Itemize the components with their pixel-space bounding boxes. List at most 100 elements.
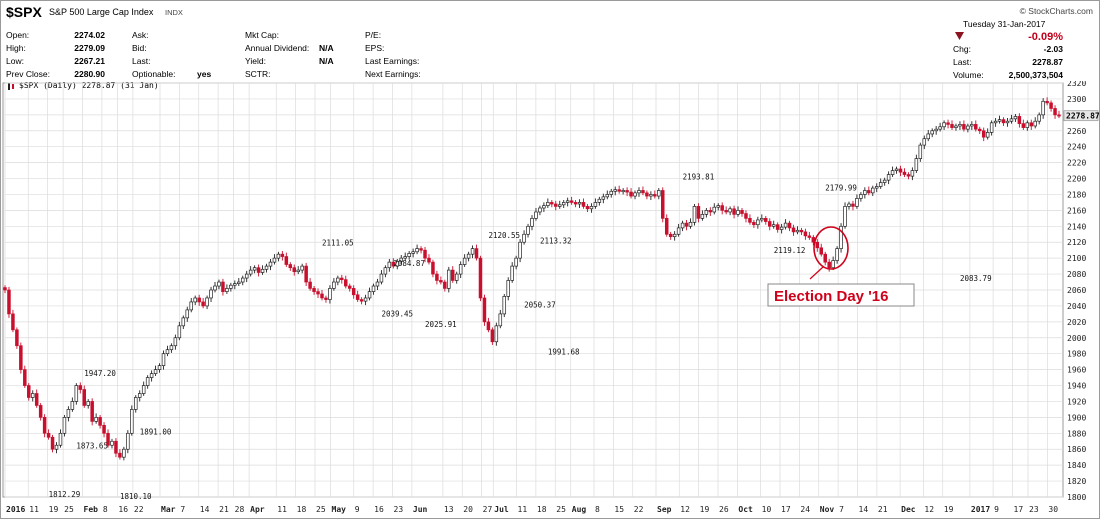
candle-body: [478, 257, 483, 299]
open-label: Open:: [6, 30, 30, 40]
candle-body: [997, 119, 1002, 122]
price-annotation: 1991.68: [548, 347, 580, 356]
y-tick-label: 1940: [1067, 382, 1086, 391]
price-annotation: 2119.12: [774, 246, 806, 255]
candle-body: [482, 297, 487, 323]
candle-body: [252, 267, 257, 271]
x-tick-label: 7: [180, 505, 185, 514]
candle-body: [347, 285, 352, 289]
x-tick-label: 9: [994, 505, 999, 514]
quote-date: Tuesday 31-Jan-2017: [963, 19, 1046, 29]
candle-body: [593, 202, 598, 207]
candle-body: [894, 168, 899, 171]
candle-body: [221, 281, 225, 292]
prev-close-label: Prev Close:: [6, 69, 50, 79]
x-tick-label: 17: [781, 505, 791, 514]
candle-body: [181, 317, 186, 327]
candle-body: [989, 122, 994, 133]
next-earnings-label: Next Earnings:: [365, 69, 421, 79]
candle-body: [744, 213, 748, 219]
candle-body: [201, 301, 205, 307]
candle-body: [930, 130, 934, 135]
candle-body: [831, 260, 835, 269]
candle-body: [1021, 123, 1026, 128]
y-tick-label: 2020: [1067, 318, 1086, 327]
candle-body: [629, 191, 633, 197]
candle-body: [779, 226, 784, 230]
candle-body: [728, 208, 732, 213]
candle-body: [165, 349, 170, 355]
candle-body: [740, 210, 744, 214]
x-tick-label: 12: [924, 505, 934, 514]
last-label: Last:: [132, 56, 151, 66]
candle-body: [661, 190, 665, 219]
candle-body: [1025, 122, 1030, 128]
candle-body: [522, 233, 526, 243]
candle-body: [387, 261, 392, 269]
candle-body: [177, 325, 182, 339]
sctr-label: SCTR:: [245, 69, 271, 79]
candle-body: [684, 222, 689, 227]
x-tick-label: Mar: [161, 505, 176, 514]
candle-body: [355, 294, 360, 300]
candle-body: [807, 235, 812, 238]
candle-body: [978, 128, 982, 132]
candle-body: [225, 288, 229, 292]
x-tick-label: 14: [859, 505, 869, 514]
candle-body: [344, 279, 348, 287]
last-value-label: 2278.87: [1066, 112, 1099, 121]
candle-body: [787, 222, 792, 229]
x-tick-label: 8: [595, 505, 600, 514]
candle-body: [601, 196, 606, 200]
price-chart[interactable]: 1812.29 1873.65 1947.20 1810.10 1891.00 2111.…: [1, 81, 1099, 517]
price-annotation: 2050.37: [524, 301, 556, 310]
prev-close-value: 2280.90: [74, 69, 105, 79]
candle-body: [688, 221, 693, 227]
chart-legend: $SPX (Daily) 2278.87 (31 Jan): [19, 81, 159, 90]
candle-body: [161, 353, 166, 366]
x-tick-label: 21: [878, 505, 888, 514]
candle-body: [118, 452, 122, 458]
candle-body: [946, 122, 950, 125]
candle-body: [534, 211, 538, 219]
candle-body: [229, 284, 233, 289]
candle-body: [248, 269, 253, 275]
candle-body: [767, 221, 772, 227]
candle-body: [526, 225, 530, 235]
stockcharts-logo[interactable]: © StockCharts.com: [1019, 6, 1093, 16]
candle-body: [169, 345, 174, 351]
candle-body: [122, 448, 126, 458]
candle-body: [11, 313, 15, 331]
candle-body: [633, 192, 637, 197]
candle-body: [300, 265, 304, 271]
candle-body: [803, 231, 808, 237]
candle-body: [775, 224, 780, 230]
x-tick-label: Sep: [657, 505, 672, 514]
candle-body: [878, 182, 883, 187]
candle-body: [312, 288, 316, 292]
y-tick-label: 2180: [1067, 190, 1086, 199]
candle-body: [454, 273, 459, 281]
candle-body: [890, 170, 895, 175]
candle-body: [54, 444, 59, 450]
candle-body: [46, 432, 51, 438]
candle-body: [423, 249, 427, 259]
x-tick-label: 16: [118, 505, 128, 514]
x-tick-label: 30: [1048, 505, 1058, 514]
candle-body: [1005, 120, 1010, 124]
candle-body: [395, 260, 400, 267]
candle-body: [280, 253, 285, 257]
ticker-symbol: $SPX: [6, 4, 42, 20]
candle-body: [1033, 120, 1037, 127]
candle-body: [827, 261, 831, 269]
x-tick-label: 9: [355, 505, 360, 514]
candle-body: [981, 130, 986, 138]
candle-body: [502, 296, 507, 315]
candle-body: [443, 281, 447, 289]
candles: [3, 97, 1061, 461]
candle-body: [581, 202, 586, 207]
election-pointer: [809, 266, 824, 280]
candle-body: [613, 189, 617, 192]
y-tick-label: 2120: [1067, 238, 1086, 247]
